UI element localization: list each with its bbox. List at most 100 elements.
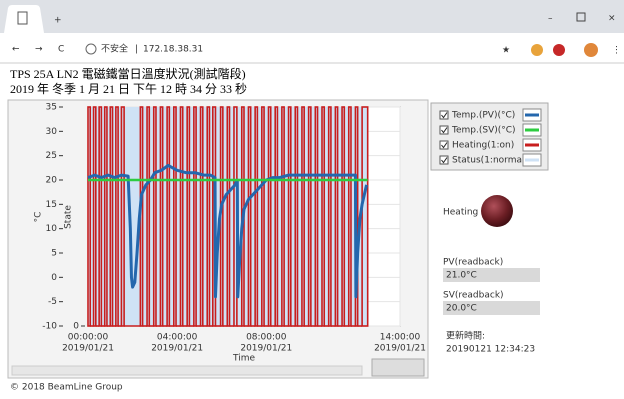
heating-on: [206, 106, 211, 327]
forward[interactable]: →: [35, 45, 43, 55]
title: TPS 25A LN2 電磁鐵當日溫度狀況(測試階段): [10, 66, 246, 81]
heating-label: Heating: [443, 208, 478, 218]
y2-tick-label: 0: [73, 322, 79, 332]
new-tab[interactable]: +: [54, 16, 62, 26]
reload[interactable]: C: [58, 45, 64, 55]
legend-label: Temp.(PV)(°C): [451, 111, 515, 121]
updated-label: 更新時間:: [446, 330, 485, 342]
heating-on: [287, 106, 292, 327]
y-tick-label: 35: [46, 103, 57, 113]
y-tick-label: 15: [46, 200, 57, 210]
heating-on: [87, 106, 92, 327]
star[interactable]: ★: [502, 46, 510, 56]
y-tick-label: 0: [51, 273, 57, 283]
heating-on: [261, 106, 265, 327]
y-tick-label: 20: [46, 176, 58, 186]
legend-check: [441, 112, 448, 119]
x-tick-date: 2019/01/21: [62, 344, 114, 354]
y2-axis-label: State: [64, 205, 74, 229]
updated-value: 20190121 12:34:23: [446, 345, 535, 355]
url[interactable]: 172.18.38.31: [143, 45, 203, 55]
legend-check: [441, 157, 448, 164]
back[interactable]: ←: [12, 45, 20, 55]
toolbar: [0, 33, 624, 63]
x-tick-label: 04:00:00: [157, 333, 198, 343]
info-icon[interactable]: [85, 43, 97, 55]
legend-check: [441, 142, 448, 149]
y-axis-label: °C: [34, 212, 44, 223]
heating-on: [159, 106, 164, 327]
sv-label: SV(readback): [443, 291, 504, 301]
timestamp: 2019 年 冬季 1 月 21 日 下午 12 時 34 分 33 秒: [10, 81, 247, 96]
tab[interactable]: [4, 5, 44, 33]
x-axis-label: Time: [232, 354, 255, 364]
legend-checkbox[interactable]: [439, 155, 449, 165]
legend-checkbox[interactable]: [439, 140, 449, 150]
security: 不安全: [101, 43, 128, 55]
heating-on: [226, 106, 231, 327]
heating-on: [146, 106, 151, 327]
heating-on: [179, 106, 184, 327]
y-tick-label: 10: [46, 224, 58, 234]
footer: © 2018 BeamLine Group: [10, 383, 123, 393]
legend-label: Status(1:normal): [452, 156, 528, 166]
legend-check: [441, 127, 448, 134]
heating-on: [314, 106, 319, 327]
legend-label: Heating(1:on): [452, 141, 514, 151]
heating-on: [109, 106, 114, 327]
y-tick-label: -10: [42, 322, 57, 332]
pv-box: [443, 268, 540, 282]
heating-on: [347, 106, 352, 327]
heating-on: [103, 106, 108, 327]
tab-icon: [17, 11, 28, 25]
heating-on: [301, 106, 305, 327]
y-tick-label: 25: [46, 151, 57, 161]
heating-on: [173, 106, 177, 327]
plot: [87, 106, 401, 327]
heating-on: [120, 106, 125, 327]
legend-checkbox[interactable]: [439, 125, 449, 135]
heating-on: [281, 106, 285, 327]
extension[interactable]: [553, 44, 565, 56]
legend-checkbox[interactable]: [439, 110, 449, 120]
heating-on: [98, 106, 103, 327]
extension[interactable]: [531, 44, 543, 56]
x-tick-label: 00:00:00: [68, 333, 109, 343]
x-tick-date: 2019/01/21: [151, 344, 203, 354]
close[interactable]: ×: [608, 14, 616, 24]
y-tick-label: 5: [51, 249, 57, 259]
y-tick-label: -5: [48, 297, 57, 307]
heating-on: [334, 106, 339, 327]
maximize[interactable]: [576, 12, 586, 22]
heating-on: [166, 106, 171, 327]
heating-on: [115, 106, 119, 327]
heating-on: [321, 106, 326, 327]
scrollbar[interactable]: [11, 365, 363, 376]
heating-on: [247, 106, 252, 327]
minimize[interactable]: –: [548, 14, 553, 24]
profile[interactable]: [584, 43, 598, 57]
heating-on: [361, 106, 369, 327]
heating-on: [307, 106, 312, 327]
tab-bar: [0, 0, 624, 33]
menu[interactable]: ⋮: [612, 46, 621, 56]
divider: |: [135, 45, 138, 55]
x-tick-date: 2019/01/21: [374, 344, 426, 354]
heating-led: [481, 195, 513, 227]
heating-on: [193, 106, 197, 327]
heating-on: [92, 106, 97, 327]
pv-label: PV(readback): [443, 258, 503, 268]
heating-on: [327, 106, 332, 327]
legend-label: Temp.(SV)(°C): [451, 126, 516, 136]
heating-on: [254, 106, 259, 327]
heating-on: [274, 106, 279, 327]
heating-on: [199, 106, 204, 327]
heating-on: [152, 106, 157, 327]
pv-value: 21.0°C: [446, 271, 477, 281]
y-tick-label: 30: [46, 127, 58, 137]
sv-value: 20.0°C: [446, 304, 477, 314]
sv-box: [443, 301, 540, 315]
graph-tools[interactable]: [371, 358, 425, 377]
